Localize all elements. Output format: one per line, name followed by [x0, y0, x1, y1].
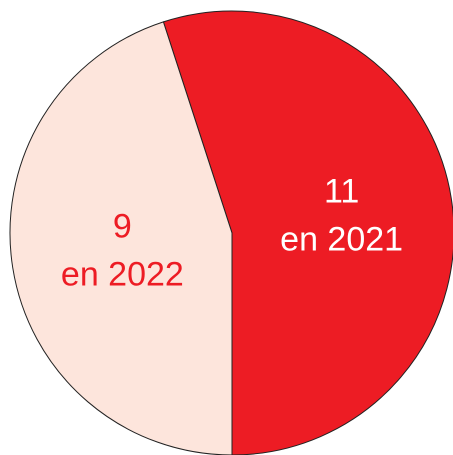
pie-slice — [9, 21, 233, 455]
pie-slice — [162, 10, 453, 455]
slice-value: 9 — [113, 207, 132, 245]
slice-label: en 2022 — [61, 255, 184, 293]
slice-value: 11 — [324, 173, 359, 211]
slice-label: en 2021 — [280, 221, 403, 259]
